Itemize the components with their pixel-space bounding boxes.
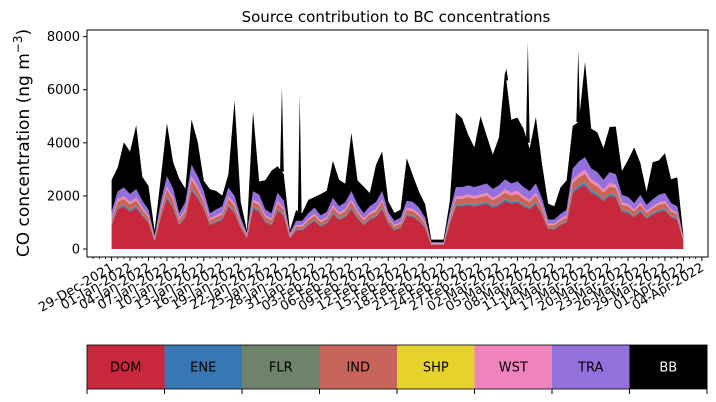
spike-peak [504,68,509,81]
legend-label-shp: SHP [423,361,449,376]
legend-colorbar: DOM ENE FLR IND SHP WST TRA BB [86,344,708,394]
legend-label-bb: BB [659,361,677,376]
legend-label-tra: TRA [577,361,603,376]
spike-peak [280,87,284,172]
plot-frame [86,29,709,258]
spike-peak [297,96,302,212]
y-axis-label-close: ) [14,29,34,36]
legend-label-flr: FLR [269,361,293,376]
legend-label-ene: ENE [190,361,216,376]
legend-swatch-ind [319,345,398,389]
stacked-area-series-group [111,61,684,250]
y-tick-label: 6000 [47,83,80,98]
x-axis: 29-Dec-202101-Jan-202204-Jan-202207-Jan-… [36,257,707,316]
legend-swatch-tra [552,345,630,389]
y-tick-label: 2000 [47,189,80,204]
spike-peak [576,49,581,123]
legend-swatch-bb [629,345,708,389]
legend-label-ind: IND [346,361,370,376]
y-tick-label: 0 [72,243,80,258]
y-axis-label-text: CO concentration (ng m [14,53,34,257]
y-axis-label-exponent: −3 [11,35,25,53]
legend-label-dom: DOM [110,361,141,376]
area-series-ind [111,173,684,245]
y-tick-label: 8000 [47,30,80,45]
area-series-dom [111,185,684,250]
legend-swatch-flr [242,345,320,389]
legend-swatch-shp [397,345,475,389]
legend-swatch-ene [164,345,243,389]
legend-swatch-dom [87,345,165,389]
legend-swatch-wst [474,345,553,389]
spike-peaks-group [280,41,581,212]
y-axis-label: CO concentration (ng m−3) [11,29,34,257]
y-tick-label: 4000 [47,136,80,151]
spike-peak [526,41,530,143]
area-series-tra [111,157,684,244]
chart-title: Source contribution to BC concentrations [242,8,551,26]
legend-label-wst: WST [499,361,528,376]
y-axis: 0 2000 4000 6000 8000 [47,30,87,258]
